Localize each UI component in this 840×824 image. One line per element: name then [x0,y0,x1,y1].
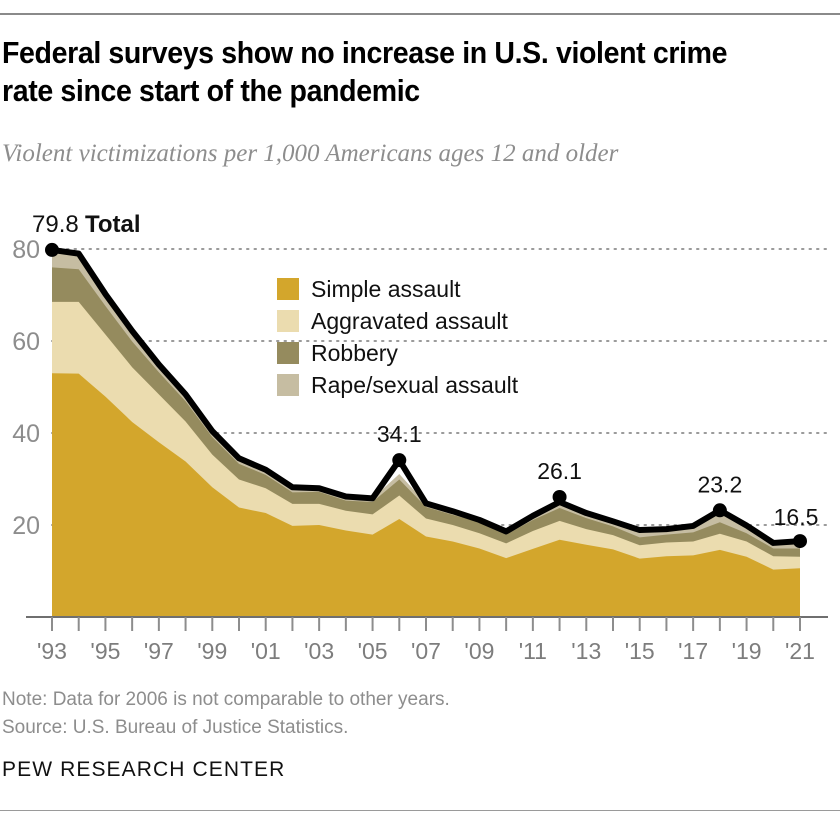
legend-swatch-simple-assault [277,278,299,300]
data-point-marker [712,503,727,518]
total-line [49,246,803,546]
brand-label: PEW RESEARCH CENTER [2,758,286,781]
data-point-marker [793,534,807,549]
x-tick-label: '93 [37,638,67,664]
legend-label-simple-assault: Simple assault [311,276,461,302]
x-tick-label: '21 [785,638,815,664]
x-tick-label: '05 [358,638,388,664]
x-tick-label: '95 [90,638,120,664]
data-point-marker [392,453,407,468]
x-tick-label: '09 [464,638,494,664]
x-tick-label: '07 [411,638,441,664]
x-tick-label: '15 [625,638,655,664]
data-point-labels: 79.8 Total 34.1 26.1 23.2 16.5 [32,211,819,549]
data-point-marker [45,242,59,257]
x-tick-label: '17 [678,638,708,664]
x-tick-label: '97 [144,638,174,664]
y-tick-label: 60 [12,328,40,356]
legend-swatch-robbery [277,342,299,364]
data-point-label-total: 79.8 [32,211,79,238]
legend-swatch-aggravated-assault [277,310,299,332]
chart-subtitle: Violent victimizations per 1,000 America… [2,140,619,167]
x-axis-group [26,616,828,631]
y-tick-label: 40 [12,420,40,448]
legend-label-robbery: Robbery [311,340,398,366]
x-tick-label: '03 [304,638,334,664]
data-point-label: 16.5 [774,504,819,530]
x-tick-label: '99 [197,638,227,664]
chart-legend: Simple assault Aggravated assault Robbery R… [277,276,519,398]
x-axis-tick-labels: '93 '95 '97 '99 '01 '03 '05 '07 '09 '11 '13 '15 '17 '… [37,638,815,664]
data-point-label: 26.1 [537,458,582,484]
data-point-label: 34.1 [377,421,422,447]
chart-container: 20 40 60 80 '93'95'97'99'01'03'05'07'09'11 '… [0,196,840,666]
data-point-label: 23.2 [697,471,742,497]
total-line-group [49,246,803,546]
note-line: Note: Data for 2006 is not comparable to… [2,689,450,710]
area-band-simple-assault [52,373,800,617]
top-divider [0,13,840,15]
bottom-divider [0,810,840,811]
area-bands-group [52,249,800,618]
chart-footnotes: Note: Data for 2006 is not comparable to… [2,686,822,742]
x-tick-label: '01 [251,638,281,664]
legend-swatch-rape-sexual-assault [277,374,299,396]
x-tick-label: '11 [519,638,547,664]
y-axis-tick-labels: 20 40 60 80 [12,236,40,540]
source-line: Source: U.S. Bureau of Justice Statistic… [2,717,349,738]
y-tick-label: 20 [12,512,40,540]
total-series-label: Total [85,211,141,238]
data-point-marker [552,489,567,504]
legend-label-aggravated-assault: Aggravated assault [311,308,509,334]
x-tick-label: '13 [571,638,601,664]
page-title: Federal surveys show no increase in U.S.… [2,35,728,108]
x-tick-label: '19 [732,638,762,664]
y-tick-label: 80 [12,236,40,264]
legend-label-rape-sexual-assault: Rape/sexual assault [311,372,519,398]
